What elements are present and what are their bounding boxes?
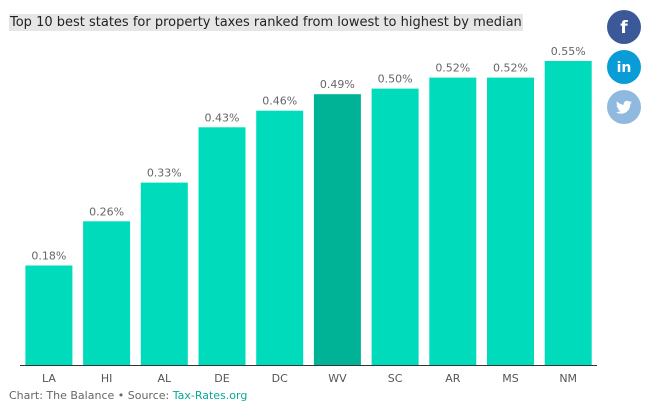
facebook-icon: f — [607, 10, 641, 44]
bar-sc — [371, 88, 419, 365]
linkedin-share-button[interactable]: in — [607, 50, 641, 84]
twitter-share-button[interactable] — [607, 90, 641, 124]
x-tick-label-de: DE — [214, 372, 229, 385]
x-tick-label-la: LA — [42, 372, 56, 385]
x-tick-label-wv: WV — [328, 372, 347, 385]
value-labels-layer: 0.18% 0.26% 0.33% 0.43% 0.46% 0.49% 0.50% 0.52%… — [31, 45, 585, 263]
value-label-hi: 0.26% — [89, 205, 124, 218]
source-link[interactable]: Tax-Rates.org — [172, 389, 248, 402]
svg-text:f: f — [620, 18, 628, 38]
x-tick-label-hi: HI — [101, 372, 113, 385]
bar-ar — [429, 77, 477, 365]
x-tick-label-nm: NM — [559, 372, 577, 385]
bar-al — [140, 182, 188, 365]
facebook-share-button[interactable]: f — [607, 10, 641, 44]
value-label-dc: 0.46% — [262, 95, 297, 108]
bar-dc — [256, 110, 304, 365]
twitter-icon — [607, 90, 641, 124]
svg-text:in: in — [617, 60, 632, 76]
value-label-ar: 0.52% — [435, 62, 470, 75]
bar-hi — [83, 221, 131, 365]
x-tick-label-sc: SC — [388, 372, 403, 385]
bar-ms — [487, 77, 534, 365]
bar-la — [25, 265, 73, 365]
value-label-la: 0.18% — [31, 250, 66, 263]
bars-layer — [25, 61, 592, 365]
x-tick-label-ar: AR — [445, 372, 461, 385]
value-label-nm: 0.55% — [551, 45, 586, 58]
value-label-sc: 0.50% — [378, 73, 413, 86]
value-label-de: 0.43% — [205, 111, 240, 124]
value-label-wv: 0.49% — [320, 78, 355, 91]
x-tick-label-dc: DC — [272, 372, 288, 385]
tick-labels-layer: LA HI AL DE DC WV SC AR MS NM — [42, 372, 577, 385]
bar-nm — [544, 61, 592, 365]
source-credit: Chart: The Balance • Source: Tax-Rates.o… — [9, 389, 247, 403]
bar-wv — [313, 94, 361, 365]
value-label-al: 0.33% — [147, 167, 182, 180]
x-tick-label-ms: MS — [502, 372, 518, 385]
chart-title: Top 10 best states for property taxes ra… — [9, 14, 523, 31]
x-tick-label-al: AL — [157, 372, 172, 385]
bar-de — [198, 127, 246, 365]
value-label-ms: 0.52% — [493, 62, 528, 75]
linkedin-icon: in — [607, 50, 641, 84]
source-prefix: Chart: The Balance • Source: — [9, 389, 173, 402]
